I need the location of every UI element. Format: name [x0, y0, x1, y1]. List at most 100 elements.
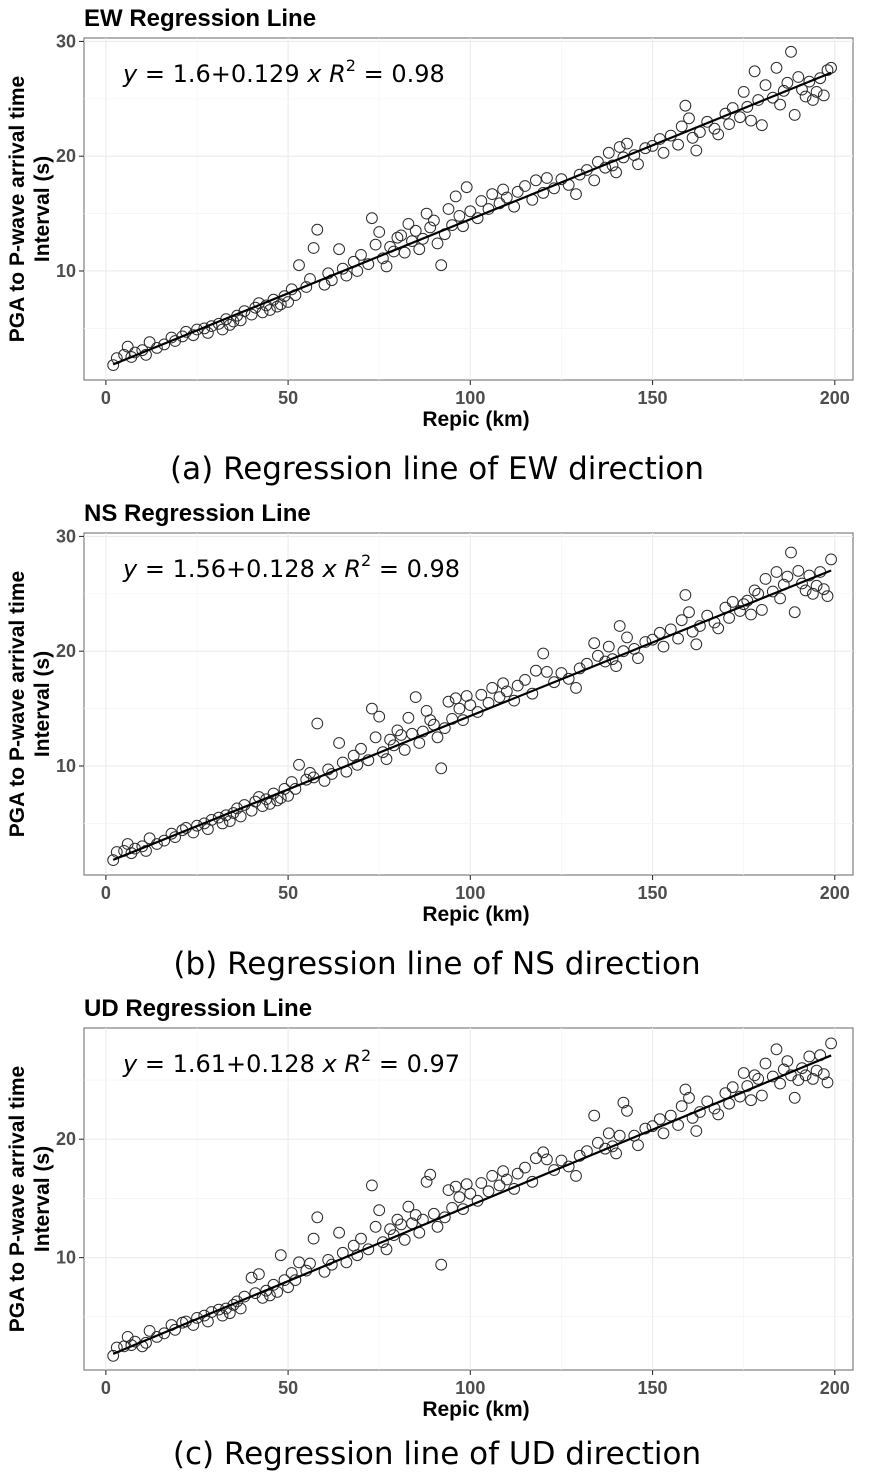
- y-tick-label: 10: [56, 1248, 76, 1268]
- y-axis-label-line2: Interval (s): [31, 1146, 54, 1252]
- data-point: [803, 75, 816, 88]
- data-point: [486, 682, 499, 694]
- data-point: [311, 223, 324, 236]
- data-point: [395, 1218, 408, 1231]
- regression-equation: y = 1.56+0.128 x R2 = 0.98: [122, 551, 460, 583]
- data-point: [548, 676, 560, 689]
- data-point: [555, 1154, 568, 1167]
- data-point: [366, 702, 378, 715]
- data-point: [770, 566, 783, 578]
- data-point: [759, 79, 772, 91]
- data-point: [774, 98, 786, 111]
- y-axis-label: PGA to P-wave arrival time Interval (s): [6, 571, 54, 838]
- y-tick-label: 30: [56, 526, 76, 546]
- data-point: [464, 699, 477, 712]
- data-point: [493, 691, 506, 704]
- y-tick-label: 10: [56, 261, 76, 281]
- data-point: [613, 1129, 626, 1142]
- data-point: [212, 1303, 225, 1316]
- figure-caption: (a) Regression line of EW direction: [170, 451, 704, 487]
- data-point: [621, 1104, 633, 1117]
- regression-line: [112, 569, 832, 861]
- data-point: [369, 1220, 382, 1233]
- data-point: [107, 1349, 120, 1362]
- data-point: [541, 666, 553, 678]
- data-point: [690, 638, 703, 651]
- data-point: [599, 1142, 612, 1155]
- data-point: [621, 137, 633, 150]
- data-point: [745, 608, 757, 621]
- data-point: [639, 1122, 652, 1135]
- data-point: [817, 1068, 830, 1081]
- data-point: [745, 114, 757, 127]
- data-point: [420, 1175, 433, 1188]
- data-point: [770, 1043, 783, 1056]
- x-tick-labels: 0 50 100 150 200: [101, 1370, 850, 1398]
- x-tick-label: 50: [278, 883, 298, 903]
- data-point: [530, 174, 542, 187]
- data-point: [212, 811, 225, 824]
- data-point: [657, 1127, 670, 1140]
- data-point: [402, 1200, 415, 1213]
- data-point: [220, 809, 233, 822]
- data-point: [435, 259, 448, 272]
- regression-equation: y = 1.61+0.128 x R2 = 0.97: [122, 1046, 460, 1078]
- data-point: [377, 252, 389, 265]
- x-tick-label: 100: [455, 883, 485, 903]
- data-point: [402, 218, 415, 230]
- data-point: [796, 1062, 808, 1075]
- data-point: [285, 1267, 298, 1279]
- data-point: [431, 1220, 444, 1233]
- data-point: [781, 76, 794, 89]
- data-point: [497, 1165, 510, 1178]
- data-point: [442, 695, 455, 708]
- data-point: [723, 118, 735, 130]
- data-point: [511, 679, 524, 692]
- data-point: [369, 731, 382, 744]
- x-tick-label: 200: [820, 883, 850, 903]
- plot-area: [83, 1027, 854, 1371]
- data-point: [602, 1127, 615, 1140]
- data-point: [420, 207, 433, 220]
- x-tick-label: 50: [278, 388, 298, 408]
- y-tick-labels: 10 20 30: [56, 526, 84, 776]
- y-tick-labels: 10 20: [56, 1129, 84, 1268]
- data-point: [322, 267, 335, 280]
- data-point: [639, 636, 652, 648]
- data-point: [333, 1226, 346, 1239]
- data-point: [759, 1057, 772, 1070]
- data-point: [475, 1177, 488, 1189]
- regression-line: [112, 1054, 832, 1355]
- data-point: [686, 131, 699, 144]
- data-point: [726, 1081, 739, 1094]
- data-point: [745, 1094, 757, 1107]
- data-point: [541, 172, 553, 184]
- data-point: [143, 336, 156, 349]
- data-point: [158, 338, 171, 351]
- data-point: [460, 181, 473, 194]
- data-point: [202, 327, 214, 339]
- data-point: [500, 1173, 513, 1186]
- data-point: [570, 682, 582, 694]
- data-point: [646, 140, 659, 152]
- data-point: [457, 1203, 469, 1216]
- data-point: [632, 1139, 644, 1152]
- data-point: [417, 725, 429, 738]
- data-point: [785, 546, 797, 559]
- data-point: [799, 1069, 812, 1082]
- data-point: [683, 1091, 695, 1104]
- data-point: [428, 214, 440, 227]
- data-point: [781, 570, 794, 583]
- figure-caption: (c) Regression line of UD direction: [173, 1436, 701, 1472]
- chart-panel-ud: UD Regression Line 0 50 100 150 200 10 20 y =…: [0, 990, 875, 1478]
- data-point: [373, 710, 386, 723]
- data-point: [679, 1083, 692, 1096]
- y-axis-label-line2: Interval (s): [31, 651, 54, 757]
- data-point: [748, 584, 761, 597]
- x-tick-label: 50: [278, 1378, 298, 1398]
- data-point: [683, 606, 695, 619]
- x-tick-label: 150: [638, 883, 668, 903]
- data-point: [398, 246, 411, 259]
- data-point: [807, 587, 819, 600]
- data-point: [810, 1064, 823, 1077]
